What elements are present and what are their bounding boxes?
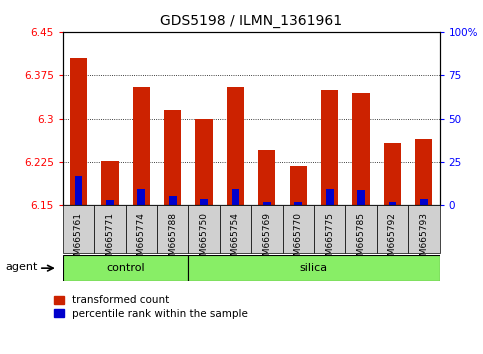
Title: GDS5198 / ILMN_1361961: GDS5198 / ILMN_1361961 xyxy=(160,14,342,28)
Bar xyxy=(420,199,428,205)
Bar xyxy=(157,205,188,253)
Bar xyxy=(63,205,94,253)
Text: GSM665750: GSM665750 xyxy=(199,212,209,268)
Bar xyxy=(101,161,118,205)
Text: GSM665770: GSM665770 xyxy=(294,212,303,268)
Bar xyxy=(283,205,314,253)
Bar xyxy=(94,205,126,253)
Bar xyxy=(321,90,338,205)
Bar xyxy=(74,176,83,205)
Bar xyxy=(137,189,145,205)
Text: GSM665785: GSM665785 xyxy=(356,212,366,268)
Bar xyxy=(251,205,283,253)
Bar xyxy=(377,205,408,253)
Bar xyxy=(200,199,208,205)
Text: GSM665761: GSM665761 xyxy=(74,212,83,268)
Bar xyxy=(415,139,432,205)
Bar xyxy=(357,190,365,205)
Bar xyxy=(258,150,275,205)
Bar xyxy=(227,87,244,205)
Bar xyxy=(126,205,157,253)
Text: GSM665771: GSM665771 xyxy=(105,212,114,268)
Bar xyxy=(384,143,401,205)
Bar xyxy=(169,196,177,205)
Bar xyxy=(353,93,369,205)
Text: GSM665774: GSM665774 xyxy=(137,212,146,267)
Bar xyxy=(164,110,181,205)
Bar xyxy=(133,87,150,205)
Text: GSM665775: GSM665775 xyxy=(325,212,334,268)
Bar xyxy=(188,255,440,281)
Text: GSM665793: GSM665793 xyxy=(419,212,428,268)
Bar xyxy=(63,255,188,281)
Text: GSM665769: GSM665769 xyxy=(262,212,271,268)
Bar xyxy=(345,205,377,253)
Bar xyxy=(70,58,87,205)
Text: silica: silica xyxy=(300,263,328,273)
Bar xyxy=(326,189,334,205)
Text: GSM665788: GSM665788 xyxy=(168,212,177,268)
Bar xyxy=(220,205,251,253)
Bar xyxy=(106,200,114,205)
Bar xyxy=(408,205,440,253)
Text: GSM665792: GSM665792 xyxy=(388,212,397,267)
Bar xyxy=(196,119,213,205)
Text: agent: agent xyxy=(5,262,37,272)
Text: GSM665754: GSM665754 xyxy=(231,212,240,267)
Bar xyxy=(263,202,271,205)
Bar xyxy=(188,205,220,253)
Legend: transformed count, percentile rank within the sample: transformed count, percentile rank withi… xyxy=(54,296,248,319)
Bar xyxy=(388,202,397,205)
Bar xyxy=(290,166,307,205)
Bar xyxy=(314,205,345,253)
Text: control: control xyxy=(106,263,145,273)
Bar xyxy=(294,202,302,205)
Bar xyxy=(231,189,240,205)
